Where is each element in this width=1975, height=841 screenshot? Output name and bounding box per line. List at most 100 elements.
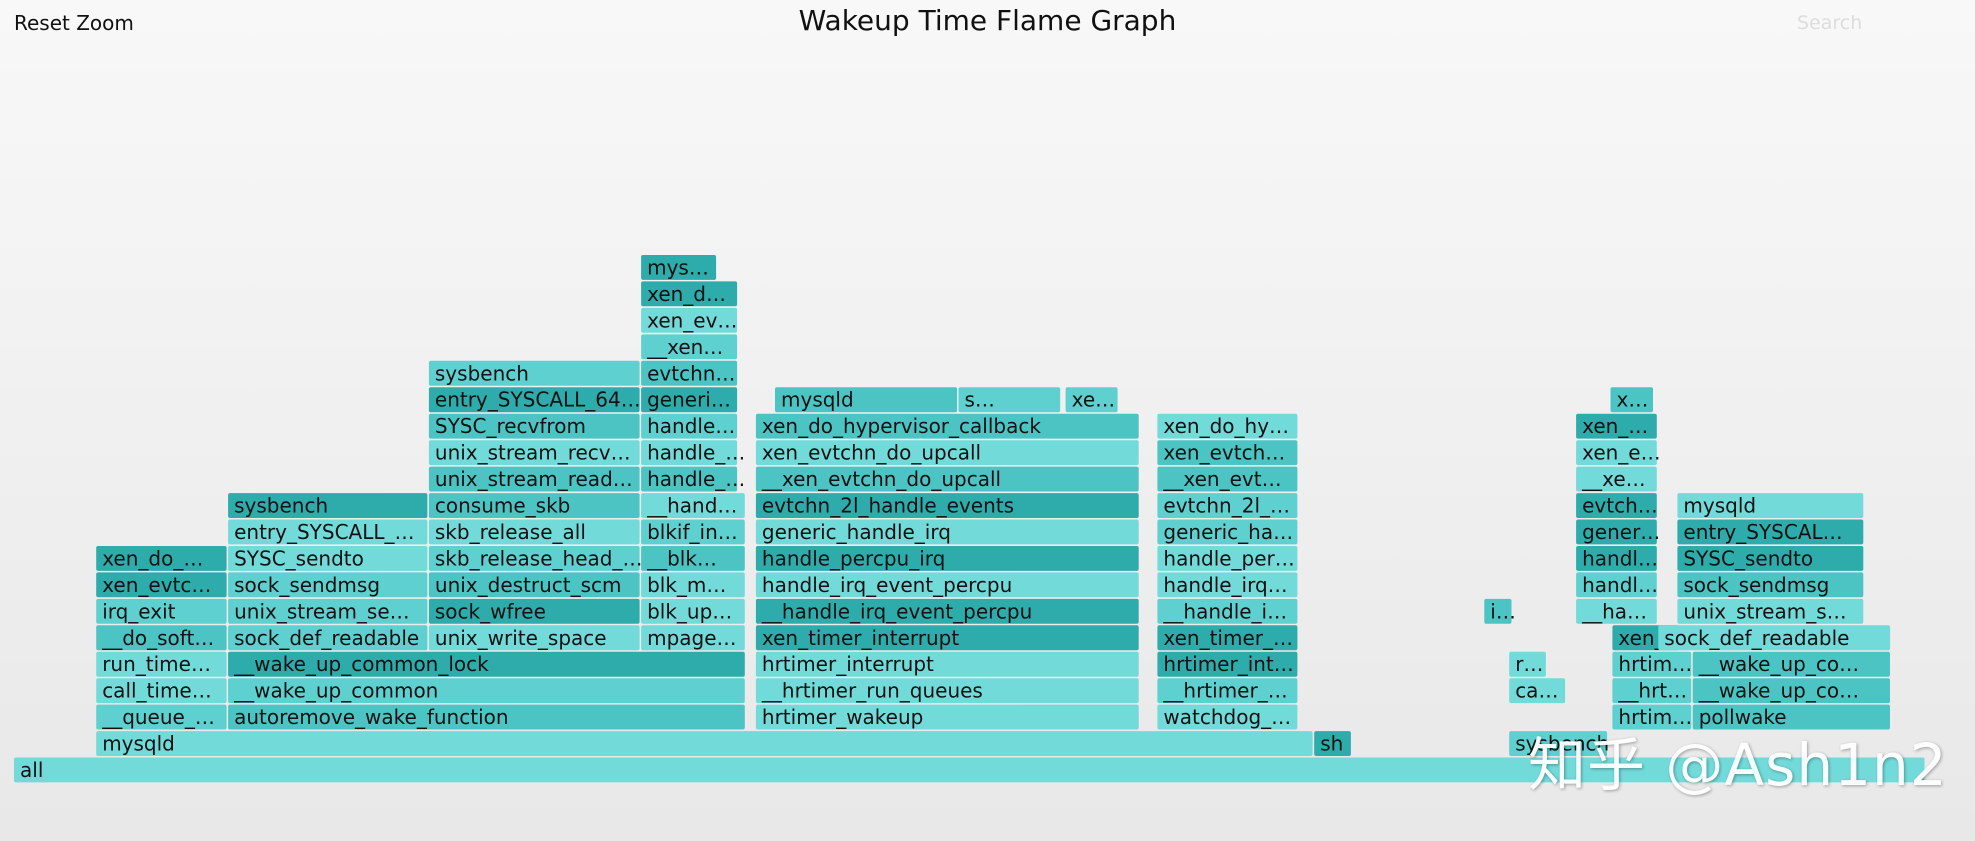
flame-frame[interactable]: mysqld: [1677, 493, 1864, 518]
flame-frame-rect[interactable]: [1612, 678, 1692, 704]
flame-frame-rect[interactable]: [1677, 598, 1864, 624]
flame-frame[interactable]: __queue_…: [96, 704, 227, 730]
flame-frame-rect[interactable]: [228, 598, 428, 624]
flame-frame-rect[interactable]: [1157, 651, 1298, 677]
flame-frame-rect[interactable]: [1484, 598, 1512, 624]
flame-frame[interactable]: evtchn_2l_…: [1157, 493, 1298, 518]
flame-frame-rect[interactable]: [228, 704, 745, 730]
flame-frame-rect[interactable]: [228, 493, 428, 518]
flame-frame[interactable]: mpage…: [641, 625, 745, 651]
flame-frame[interactable]: handl…: [1576, 546, 1658, 571]
flame-frame[interactable]: unix_write_space: [428, 625, 640, 651]
flame-frame[interactable]: generic_handle_irq: [755, 519, 1139, 545]
flame-frame[interactable]: __handle_irq_event_percpu: [755, 598, 1139, 624]
flame-frame-rect[interactable]: [96, 678, 227, 704]
flame-frame-rect[interactable]: [1509, 678, 1566, 704]
flame-frame-rect[interactable]: [775, 387, 958, 413]
search-button[interactable]: Search: [1797, 12, 1863, 34]
flame-frame[interactable]: xen_…: [1576, 413, 1657, 439]
flame-frame-rect[interactable]: [96, 598, 227, 624]
flame-frame-rect[interactable]: [228, 519, 428, 545]
flame-frame-rect[interactable]: [641, 387, 738, 413]
flame-frame[interactable]: __xe…: [1576, 466, 1657, 492]
flame-frame[interactable]: mysqld: [96, 731, 1313, 756]
flame-frame[interactable]: sock_def_readable: [1658, 625, 1891, 651]
flame-frame-rect[interactable]: [1065, 387, 1118, 413]
flame-frame-rect[interactable]: [428, 466, 640, 492]
flame-frame-rect[interactable]: [1677, 572, 1864, 598]
flame-frame-rect[interactable]: [428, 493, 640, 518]
flame-frame[interactable]: gener…: [1576, 519, 1660, 545]
flame-frame-rect[interactable]: [755, 440, 1139, 466]
flame-frame[interactable]: blk_up…: [641, 598, 745, 624]
flame-frame[interactable]: handle_…: [641, 466, 745, 492]
flame-frame-rect[interactable]: [1157, 493, 1298, 518]
flame-frame-rect[interactable]: [1576, 546, 1657, 571]
flame-frame-rect[interactable]: [755, 546, 1139, 571]
reset-zoom-button[interactable]: Reset Zoom: [14, 11, 134, 35]
flame-frame-rect[interactable]: [641, 413, 738, 439]
flame-frame-rect[interactable]: [755, 466, 1139, 492]
flame-frame[interactable]: unix_stream_read…: [428, 466, 640, 492]
flame-frame-rect[interactable]: [428, 413, 640, 439]
flame-frame[interactable]: __wake_up_common_lock: [228, 651, 745, 677]
flame-frame-rect[interactable]: [1658, 625, 1891, 651]
flame-frame[interactable]: handle_…: [641, 440, 745, 466]
flame-frame-rect[interactable]: [1610, 387, 1654, 413]
flame-frame-rect[interactable]: [1157, 466, 1298, 492]
flame-frame[interactable]: xen_evtc…: [96, 572, 227, 598]
flame-frame[interactable]: handle_percpu_irq: [755, 546, 1139, 571]
flame-frame-rect[interactable]: [96, 572, 227, 598]
flame-frame-rect[interactable]: [755, 625, 1139, 651]
flame-frame-rect[interactable]: [641, 572, 745, 598]
flame-frame-rect[interactable]: [428, 572, 640, 598]
flame-frame-rect[interactable]: [755, 651, 1139, 677]
flame-frame[interactable]: handl…: [1576, 572, 1658, 598]
flame-frame-rect[interactable]: [641, 625, 745, 651]
flame-frame-rect[interactable]: [1612, 704, 1692, 730]
flame-frame[interactable]: __blk…: [641, 546, 745, 571]
flame-frame-rect[interactable]: [1509, 731, 1608, 756]
flame-frame[interactable]: handle_per…: [1157, 546, 1298, 571]
flame-frame[interactable]: __hand…: [641, 493, 745, 518]
flame-frame-rect[interactable]: [96, 651, 227, 677]
flame-frame[interactable]: xen_evtchn_do_upcall: [755, 440, 1139, 466]
flame-frame-rect[interactable]: [1576, 598, 1657, 624]
flame-frame[interactable]: xen_do_hypervisor_callback: [755, 413, 1139, 439]
flame-frame-rect[interactable]: [96, 546, 227, 571]
flame-frame[interactable]: skb_release_all: [428, 519, 640, 545]
flame-frame-rect[interactable]: [755, 704, 1139, 730]
flame-frame-rect[interactable]: [428, 440, 640, 466]
flame-frame[interactable]: ca…: [1509, 678, 1566, 704]
flame-frame[interactable]: watchdog_…: [1157, 704, 1298, 730]
flame-frame-rect[interactable]: [1576, 572, 1657, 598]
flame-frame[interactable]: generic_ha…: [1157, 519, 1298, 545]
flame-frame-rect[interactable]: [641, 546, 745, 571]
flame-frame-rect[interactable]: [428, 360, 640, 386]
flame-frame-rect[interactable]: [428, 519, 640, 545]
flame-frame[interactable]: evtch…: [1576, 493, 1658, 518]
flame-frame-rect[interactable]: [755, 678, 1139, 704]
flame-frame-rect[interactable]: [1157, 625, 1298, 651]
flame-frame[interactable]: i…: [1484, 598, 1516, 624]
flame-frame[interactable]: call_time…: [96, 678, 227, 704]
flame-frame-rect[interactable]: [641, 440, 738, 466]
flame-frame-rect[interactable]: [428, 546, 640, 571]
flame-frame-rect[interactable]: [228, 572, 428, 598]
flame-frame[interactable]: __handle_i…: [1157, 598, 1298, 624]
flame-frame-rect[interactable]: [755, 572, 1139, 598]
flame-frame[interactable]: evtchn…: [641, 360, 738, 386]
flame-frame-rect[interactable]: [1576, 440, 1657, 466]
flame-frame[interactable]: __xen_evt…: [1157, 466, 1298, 492]
flame-frame-rect[interactable]: [1612, 651, 1692, 677]
flame-frame-rect[interactable]: [228, 546, 428, 571]
flame-frame[interactable]: SYSC_sendto: [228, 546, 428, 571]
flame-frame[interactable]: handle…: [641, 413, 738, 439]
flame-frame[interactable]: sysbench: [428, 360, 640, 386]
flame-frame-rect[interactable]: [96, 731, 1313, 756]
flame-frame[interactable]: SYSC_recvfrom: [428, 413, 640, 439]
flame-frame[interactable]: SYSC_sendto: [1677, 546, 1864, 571]
flame-frame-rect[interactable]: [1157, 413, 1298, 439]
flame-frame-rect[interactable]: [96, 704, 227, 730]
flame-frame[interactable]: __wake_up_common: [228, 678, 745, 704]
